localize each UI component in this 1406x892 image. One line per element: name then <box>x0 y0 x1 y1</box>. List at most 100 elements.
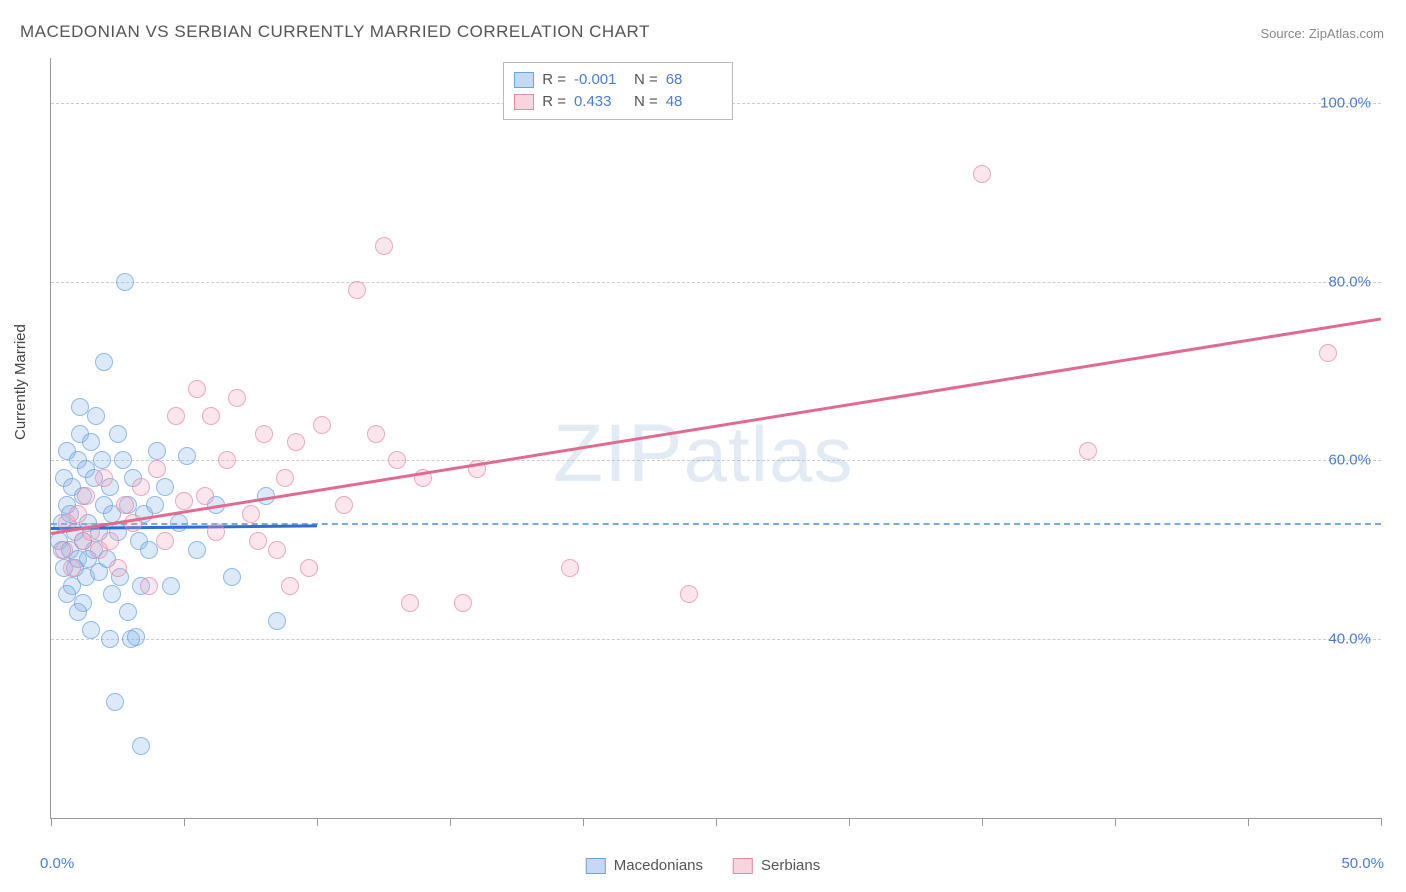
data-point <box>162 577 180 595</box>
x-tick <box>184 818 185 826</box>
data-point <box>140 541 158 559</box>
data-point <box>196 487 214 505</box>
trend-line <box>51 317 1381 534</box>
data-point <box>188 380 206 398</box>
x-tick <box>583 818 584 826</box>
data-point <box>313 416 331 434</box>
x-tick-label: 50.0% <box>1341 855 1384 872</box>
data-point <box>77 487 95 505</box>
swatch-icon <box>514 72 534 88</box>
data-point <box>207 523 225 541</box>
data-point <box>58 585 76 603</box>
data-point <box>106 693 124 711</box>
x-tick <box>1381 818 1382 826</box>
data-point <box>167 407 185 425</box>
stat-n-value: 48 <box>666 91 718 113</box>
data-point <box>561 559 579 577</box>
data-point <box>148 442 166 460</box>
data-point <box>95 353 113 371</box>
y-tick-label: 40.0% <box>1328 631 1371 648</box>
data-point <box>276 469 294 487</box>
data-point <box>87 407 105 425</box>
x-tick <box>317 818 318 826</box>
x-tick-label: 0.0% <box>40 855 74 872</box>
stat-r-label: R = <box>542 91 566 113</box>
data-point <box>69 505 87 523</box>
data-point <box>55 541 73 559</box>
data-point <box>101 532 119 550</box>
gridline <box>51 460 1381 461</box>
data-point <box>242 505 260 523</box>
stat-r-value: 0.433 <box>574 91 626 113</box>
gridline <box>51 282 1381 283</box>
stats-row: R = 0.433 N = 48 <box>514 91 718 113</box>
stats-legend: R = -0.001 N = 68 R = 0.433 N = 48 <box>503 62 733 120</box>
data-point <box>268 541 286 559</box>
stat-n-label: N = <box>634 91 658 113</box>
y-tick-label: 100.0% <box>1320 94 1371 111</box>
data-point <box>348 281 366 299</box>
data-point <box>1079 442 1097 460</box>
data-point <box>228 389 246 407</box>
legend-item-serbians: Serbians <box>733 857 820 874</box>
data-point <box>156 532 174 550</box>
data-point <box>156 478 174 496</box>
data-point <box>69 603 87 621</box>
x-tick <box>1248 818 1249 826</box>
x-tick <box>982 818 983 826</box>
stat-n-value: 68 <box>666 69 718 91</box>
stat-r-label: R = <box>542 69 566 91</box>
stat-n-label: N = <box>634 69 658 91</box>
x-tick <box>716 818 717 826</box>
data-point <box>202 407 220 425</box>
data-point <box>132 737 150 755</box>
data-point <box>281 577 299 595</box>
data-point <box>1319 344 1337 362</box>
y-axis-label: Currently Married <box>12 324 29 440</box>
data-point <box>103 585 121 603</box>
data-point <box>375 237 393 255</box>
data-point <box>127 628 145 646</box>
data-point <box>268 612 286 630</box>
data-point <box>101 630 119 648</box>
data-point <box>680 585 698 603</box>
x-tick <box>450 818 451 826</box>
data-point <box>287 433 305 451</box>
data-point <box>218 451 236 469</box>
data-point <box>388 451 406 469</box>
stats-row: R = -0.001 N = 68 <box>514 69 718 91</box>
legend-label: Serbians <box>761 857 820 874</box>
watermark: ZIPatlas <box>553 407 853 501</box>
data-point <box>148 460 166 478</box>
data-point <box>401 594 419 612</box>
stat-r-value: -0.001 <box>574 69 626 91</box>
data-point <box>95 469 113 487</box>
data-point <box>367 425 385 443</box>
legend-label: Macedonians <box>614 857 703 874</box>
x-tick <box>51 818 52 826</box>
data-point <box>63 559 81 577</box>
y-tick-label: 80.0% <box>1328 273 1371 290</box>
x-tick <box>849 818 850 826</box>
swatch-icon <box>586 858 606 874</box>
source-label: Source: ZipAtlas.com <box>1260 26 1384 41</box>
data-point <box>223 568 241 586</box>
data-point <box>109 425 127 443</box>
swatch-icon <box>514 94 534 110</box>
bottom-legend: Macedonians Serbians <box>586 857 820 874</box>
chart-title: MACEDONIAN VS SERBIAN CURRENTLY MARRIED … <box>20 22 650 42</box>
legend-item-macedonians: Macedonians <box>586 857 703 874</box>
data-point <box>140 577 158 595</box>
data-point <box>116 273 134 291</box>
data-point <box>146 496 164 514</box>
data-point <box>119 603 137 621</box>
data-point <box>188 541 206 559</box>
data-point <box>454 594 472 612</box>
data-point <box>132 478 150 496</box>
data-point <box>93 451 111 469</box>
data-point <box>335 496 353 514</box>
data-point <box>170 514 188 532</box>
data-point <box>116 496 134 514</box>
data-point <box>109 559 127 577</box>
data-point <box>114 451 132 469</box>
